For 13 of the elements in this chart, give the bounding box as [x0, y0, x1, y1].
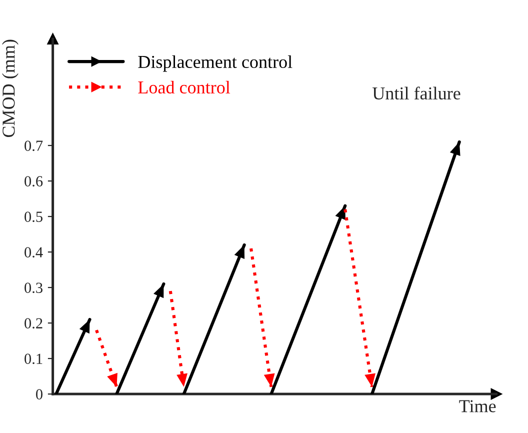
y-tick-label: 0.1 [24, 354, 42, 364]
y-tick-label: 0.7 [24, 140, 43, 152]
y-tick-label: 0.6 [24, 176, 43, 187]
legend-label: Load control [138, 80, 230, 94]
y-tick-label: 0.3 [24, 282, 42, 294]
y-axis-title: CMOD (mm) [2, 40, 18, 138]
y-tick-label: 0.4 [24, 247, 43, 258]
annotation: Until failure [372, 86, 460, 100]
x-axis-title: Time [459, 400, 496, 412]
legend-label: Displacement control [138, 55, 292, 72]
y-tick-label: 0 [36, 389, 42, 400]
y-tick-label: 0.5 [24, 212, 42, 222]
y-tick-label: 0.2 [24, 318, 42, 329]
